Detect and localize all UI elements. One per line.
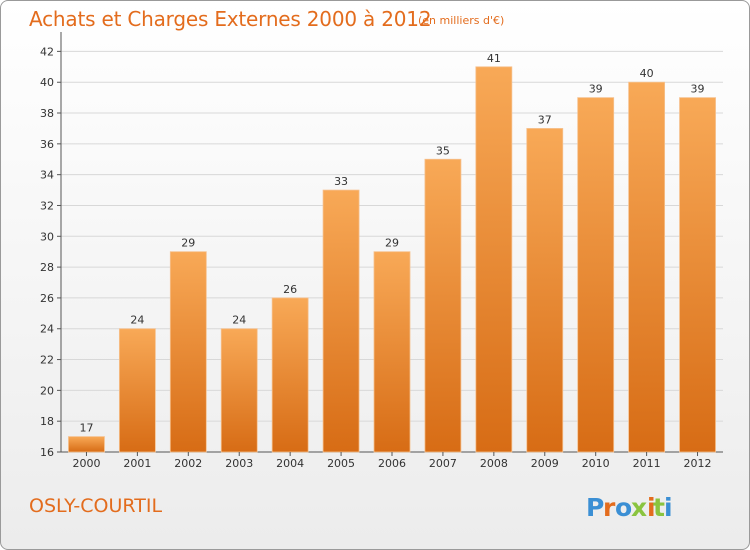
data-label: 39 [589,83,603,96]
x-tick-label: 2005 [327,457,355,470]
logo-letter: P [586,493,604,522]
bar [68,436,105,453]
logo-letter: x [631,493,647,522]
bar [271,297,309,453]
data-label: 37 [538,113,552,126]
data-label: 35 [436,144,450,157]
bar [169,251,207,453]
data-label: 29 [385,237,399,250]
y-tick-label: 20 [40,384,54,397]
y-tick-label: 38 [40,107,54,120]
bar [628,81,666,453]
data-label: 17 [79,422,93,435]
y-tick-label: 36 [40,138,54,151]
chart-subtitle: (en milliers d'€) [418,14,505,27]
y-tick-label: 42 [40,45,54,58]
x-tick-label: 2007 [429,457,457,470]
y-tick-label: 32 [40,199,54,212]
y-tick-label: 28 [40,261,54,274]
x-tick-label: 2002 [174,457,202,470]
bar [475,66,513,453]
x-tick-label: 2003 [225,457,253,470]
data-label: 40 [640,67,654,80]
logo-letter: o [615,493,632,522]
y-tick-label: 30 [40,230,54,243]
x-tick-label: 2009 [531,457,559,470]
data-label: 33 [334,175,348,188]
x-tick-label: 2012 [684,457,712,470]
x-tick-label: 2001 [123,457,151,470]
data-label: 29 [181,237,195,250]
data-label: 39 [691,83,705,96]
y-tick-label: 24 [40,323,54,336]
y-tick-label: 22 [40,354,54,367]
bar [424,158,462,453]
proxiti-logo: Pr ox it i [586,493,673,522]
x-tick-label: 2010 [582,457,610,470]
data-label: 24 [130,314,144,327]
bar [322,189,360,453]
bar [373,251,411,453]
data-label: 24 [232,314,246,327]
y-tick-label: 16 [40,446,54,459]
logo-letter: i [647,493,656,522]
logo-letter: r [603,493,616,522]
x-tick-label: 2008 [480,457,508,470]
chart-title: Achats et Charges Externes 2000 à 2012 [29,7,432,31]
y-tick-label: 18 [40,415,54,428]
data-label: 26 [283,283,297,296]
bar [526,128,564,453]
y-tick-label: 40 [40,76,54,89]
logo-letter: i [664,493,673,522]
bar [577,97,615,453]
y-tick-label: 26 [40,292,54,305]
bar [220,328,258,453]
y-tick-label: 34 [40,169,54,182]
commune-name: OSLY-COURTIL [29,495,163,517]
bar [679,97,716,453]
data-label: 41 [487,52,501,65]
logo-letter: t [653,493,665,522]
x-tick-label: 2000 [72,457,100,470]
x-tick-label: 2006 [378,457,406,470]
x-tick-label: 2011 [633,457,661,470]
x-tick-label: 2004 [276,457,304,470]
bar [118,328,156,453]
